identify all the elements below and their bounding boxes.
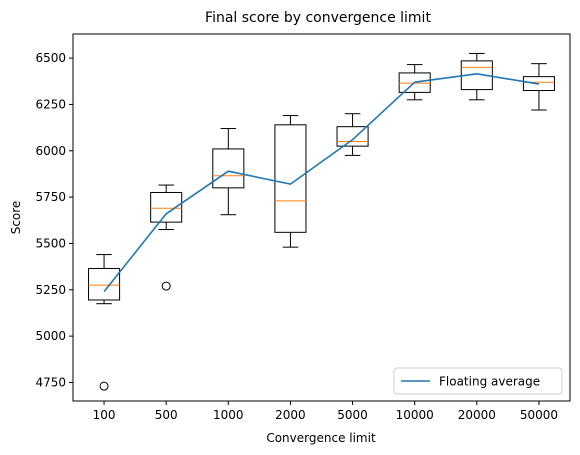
x-tick-label-500: 500 bbox=[155, 408, 178, 422]
y-tick-label-5000: 5000 bbox=[35, 329, 66, 343]
y-tick-label-6500: 6500 bbox=[35, 51, 66, 65]
plot-area bbox=[88, 52, 555, 391]
outlier-limit-500-0 bbox=[161, 281, 171, 291]
y-tick-label-6250: 6250 bbox=[35, 97, 66, 111]
x-tick-label-1000: 1000 bbox=[213, 408, 244, 422]
outlier-limit-100-0 bbox=[99, 381, 109, 391]
x-tick-label-5000: 5000 bbox=[337, 408, 368, 422]
box-group-limit-100 bbox=[88, 254, 121, 391]
box-limit-500 bbox=[150, 191, 183, 223]
y-tick-label-4750: 4750 bbox=[35, 375, 66, 389]
box-limit-1000 bbox=[212, 148, 245, 189]
box-limit-5000 bbox=[336, 126, 369, 147]
y-axis: 4750 5000 5250 5500 5750 6000 6250 6500 bbox=[35, 51, 73, 389]
box-limit-100 bbox=[88, 267, 121, 301]
legend-box bbox=[393, 367, 563, 395]
chart-title: Final score by convergence limit bbox=[205, 10, 431, 26]
y-tick-label-6000: 6000 bbox=[35, 144, 66, 158]
x-tick-label-50000: 50000 bbox=[520, 408, 558, 422]
box-group-limit-2000 bbox=[274, 115, 307, 248]
axes-frame bbox=[72, 33, 571, 402]
box-limit-2000 bbox=[274, 124, 307, 233]
x-axis: 100 500 1000 2000 5000 10000 20000 50000 bbox=[93, 401, 558, 422]
series-line-floating-average bbox=[103, 73, 540, 293]
box-group-limit-5000 bbox=[336, 113, 369, 156]
y-axis-label: Score bbox=[9, 201, 23, 235]
x-tick-label-10000: 10000 bbox=[396, 408, 434, 422]
box-group-limit-500 bbox=[150, 184, 183, 291]
box-limit-50000 bbox=[522, 76, 555, 92]
x-tick-label-2000: 2000 bbox=[275, 408, 306, 422]
legend: Floating average bbox=[393, 367, 563, 395]
x-tick-label-100: 100 bbox=[93, 408, 116, 422]
box-group-limit-1000 bbox=[212, 128, 245, 216]
x-tick-label-20000: 20000 bbox=[458, 408, 496, 422]
y-tick-label-5250: 5250 bbox=[35, 283, 66, 297]
x-axis-label: Convergence limit bbox=[266, 431, 376, 445]
y-tick-label-5750: 5750 bbox=[35, 190, 66, 204]
y-tick-label-5500: 5500 bbox=[35, 236, 66, 250]
legend-label-floating-average: Floating average bbox=[439, 375, 540, 389]
